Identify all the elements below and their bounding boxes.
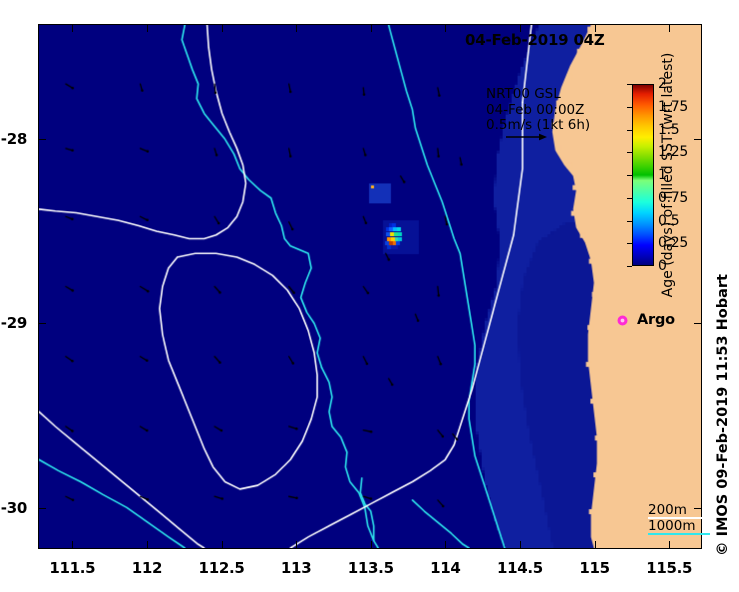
current-annot-line3: 0.5m/s (1kt 6h) (486, 117, 591, 133)
x-tick-5 (445, 541, 447, 549)
x-tick-top-1 (146, 24, 148, 32)
x-tick-7 (594, 541, 596, 549)
x-tick-label-1: 112 (131, 559, 163, 577)
x-tick-top-2 (221, 24, 223, 32)
current-vector-annotation: NRT00 GSL 04-Feb 00:00Z 0.5m/s (1kt 6h) (486, 86, 591, 134)
colorbar-tick-1 (627, 243, 632, 245)
colorbar-tick-label-0: 0 (658, 258, 667, 274)
x-tick-label-8: 115.5 (646, 559, 693, 577)
colorbar-tick-4 (627, 175, 632, 176)
x-tick-4 (370, 541, 372, 549)
colorbar-gradient (632, 84, 654, 266)
y-tick-right-0 (694, 138, 702, 140)
argo-legend: Argo (617, 312, 675, 328)
argo-legend-label: Argo (637, 312, 675, 328)
colorbar-tick-label-6: 1.5 (658, 121, 680, 138)
x-tick-6 (519, 541, 521, 549)
current-annot-line2: 04-Feb 00:00Z (486, 101, 585, 118)
colorbar-tick-5 (627, 152, 632, 154)
x-tick-label-7: 115 (579, 559, 610, 577)
x-tick-label-6: 114.5 (496, 559, 543, 577)
colorbar-tick-label-8: 2 (658, 76, 667, 92)
colorbar-tick-8 (627, 84, 632, 85)
sst-age-map-canvas (39, 25, 701, 548)
isobath-1000m-row: 1000m (648, 518, 714, 535)
isobath-1000m-label: 1000m (648, 518, 696, 534)
colorbar-tick-2 (627, 220, 632, 222)
map-plot-area[interactable]: 04-Feb-2019 04Z NRT00 GSL 04-Feb 00:00Z … (38, 24, 702, 549)
x-tick-label-4: 113.5 (347, 559, 394, 577)
x-tick-top-0 (72, 24, 74, 32)
x-tick-top-4 (370, 24, 372, 32)
x-tick-label-3: 113 (280, 559, 312, 577)
date-stamp-title: 04-Feb-2019 04Z (465, 31, 605, 49)
copyright-notice: © IMOS 09-Feb-2019 11:53 Hobart (715, 274, 731, 556)
x-tick-1 (146, 541, 148, 549)
x-tick-3 (296, 541, 298, 549)
right-arrow-icon (506, 133, 547, 141)
x-tick-8 (669, 541, 671, 549)
x-tick-top-6 (519, 24, 521, 32)
y-tick-2 (38, 508, 46, 510)
x-tick-label-2: 112.5 (198, 559, 245, 577)
isobath-200m-row: 200m (648, 502, 714, 519)
y-tick-label-1: -29 (0, 314, 28, 333)
argo-float-marker-icon (617, 315, 628, 325)
x-tick-label-5: 114 (430, 559, 461, 577)
colorbar-axis-label: Age (days) of filled SST (wrt latest) (660, 52, 676, 298)
colorbar-tick-label-5: 1.25 (658, 144, 688, 161)
y-tick-label-2: -30 (0, 499, 28, 518)
isobath-1000m-line (648, 533, 710, 535)
y-tick-0 (38, 138, 46, 140)
colorbar-tick-3 (627, 197, 632, 199)
colorbar[interactable]: 0 0.25 0.5 0.75 1 1.25 1.5 1.75 2 (627, 76, 688, 274)
y-tick-right-2 (694, 508, 702, 510)
y-tick-1 (38, 323, 46, 325)
isobath-legend: 200m 1000m (648, 502, 714, 535)
x-tick-top-8 (669, 24, 671, 32)
colorbar-tick-0 (627, 266, 632, 267)
x-tick-0 (72, 541, 74, 549)
colorbar-tick-label-2: 0.5 (658, 212, 680, 229)
isobath-200m-line (648, 517, 710, 519)
colorbar-tick-label-7: 1.75 (658, 98, 688, 115)
colorbar-tick-label-4: 1 (658, 167, 667, 183)
colorbar-tick-6 (627, 129, 632, 131)
colorbar-tick-label-1: 0.25 (658, 235, 688, 252)
x-tick-2 (221, 541, 223, 549)
isobath-200m-label: 200m (648, 502, 687, 518)
y-tick-right-1 (694, 323, 702, 325)
colorbar-tick-7 (627, 106, 632, 108)
y-tick-label-0: -28 (0, 129, 28, 148)
x-tick-top-5 (445, 24, 447, 32)
x-tick-label-0: 111.5 (49, 559, 96, 577)
x-tick-top-3 (296, 24, 298, 32)
current-annot-line1: NRT00 GSL (486, 86, 561, 102)
colorbar-tick-label-3: 0.75 (658, 189, 688, 206)
x-tick-top-7 (594, 24, 596, 32)
